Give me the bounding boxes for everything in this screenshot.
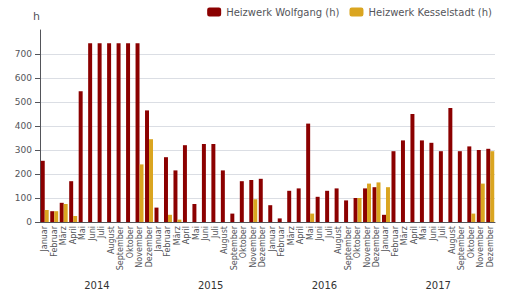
svg-text:August: August bbox=[107, 226, 116, 254]
svg-text:August: August bbox=[220, 226, 229, 254]
svg-text:h: h bbox=[33, 10, 40, 23]
svg-text:April: April bbox=[296, 226, 305, 244]
svg-text:August: August bbox=[334, 226, 343, 254]
svg-text:November: November bbox=[249, 225, 258, 267]
svg-text:April: April bbox=[182, 226, 191, 244]
svg-text:September: September bbox=[457, 225, 466, 270]
svg-text:Dezember: Dezember bbox=[258, 225, 267, 267]
svg-text:300: 300 bbox=[15, 145, 32, 155]
svg-text:2017: 2017 bbox=[425, 280, 450, 291]
svg-text:Juni: Juni bbox=[88, 226, 97, 242]
svg-text:0: 0 bbox=[26, 217, 32, 227]
svg-text:Januar: Januar bbox=[154, 225, 163, 252]
svg-text:Juli: Juli bbox=[97, 226, 106, 239]
svg-text:Januar: Januar bbox=[268, 225, 277, 252]
svg-text:500: 500 bbox=[15, 97, 32, 107]
svg-text:2014: 2014 bbox=[84, 280, 109, 291]
svg-text:Juni: Juni bbox=[201, 226, 210, 242]
svg-text:April: April bbox=[410, 226, 419, 244]
svg-text:700: 700 bbox=[15, 49, 32, 59]
svg-text:Mai: Mai bbox=[306, 226, 315, 240]
svg-text:Oktober: Oktober bbox=[467, 225, 476, 258]
svg-text:Mai: Mai bbox=[419, 226, 428, 240]
svg-text:April: April bbox=[69, 226, 78, 244]
svg-text:Juli: Juli bbox=[325, 226, 334, 239]
svg-text:November: November bbox=[135, 225, 144, 267]
svg-text:August: August bbox=[448, 226, 457, 254]
svg-text:Oktober: Oktober bbox=[126, 225, 135, 258]
svg-text:September: September bbox=[344, 225, 353, 270]
svg-text:600: 600 bbox=[15, 73, 32, 83]
svg-text:Dezember: Dezember bbox=[372, 225, 381, 267]
svg-text:2016: 2016 bbox=[312, 280, 337, 291]
svg-text:Oktober: Oktober bbox=[353, 225, 362, 258]
svg-text:Juni: Juni bbox=[429, 226, 438, 242]
svg-text:Heizwerk Kesselstadt (h): Heizwerk Kesselstadt (h) bbox=[368, 7, 492, 18]
svg-text:Januar: Januar bbox=[381, 225, 390, 252]
svg-text:November: November bbox=[363, 225, 372, 267]
svg-text:März: März bbox=[287, 226, 296, 245]
svg-text:November: November bbox=[476, 225, 485, 267]
svg-text:Juli: Juli bbox=[438, 226, 447, 239]
svg-text:Januar: Januar bbox=[40, 225, 49, 252]
svg-text:Mai: Mai bbox=[192, 226, 201, 240]
svg-text:400: 400 bbox=[15, 121, 32, 131]
svg-text:200: 200 bbox=[15, 169, 32, 179]
svg-text:2015: 2015 bbox=[198, 280, 223, 291]
svg-text:Februar: Februar bbox=[391, 225, 400, 256]
svg-text:100: 100 bbox=[15, 193, 32, 203]
svg-text:Juli: Juli bbox=[211, 226, 220, 239]
svg-text:März: März bbox=[173, 226, 182, 245]
svg-text:März: März bbox=[400, 226, 409, 245]
svg-text:Mai: Mai bbox=[78, 226, 87, 240]
svg-text:September: September bbox=[116, 225, 125, 270]
svg-text:Februar: Februar bbox=[277, 225, 286, 256]
svg-text:Juni: Juni bbox=[315, 226, 324, 242]
svg-text:Heizwerk Wolfgang (h): Heizwerk Wolfgang (h) bbox=[226, 7, 339, 18]
svg-text:Dezember: Dezember bbox=[486, 225, 495, 267]
svg-text:September: September bbox=[230, 225, 239, 270]
svg-text:März: März bbox=[59, 226, 68, 245]
svg-text:Februar: Februar bbox=[163, 225, 172, 256]
svg-text:Oktober: Oktober bbox=[239, 225, 248, 258]
svg-text:Dezember: Dezember bbox=[145, 225, 154, 267]
svg-text:Februar: Februar bbox=[50, 225, 59, 256]
